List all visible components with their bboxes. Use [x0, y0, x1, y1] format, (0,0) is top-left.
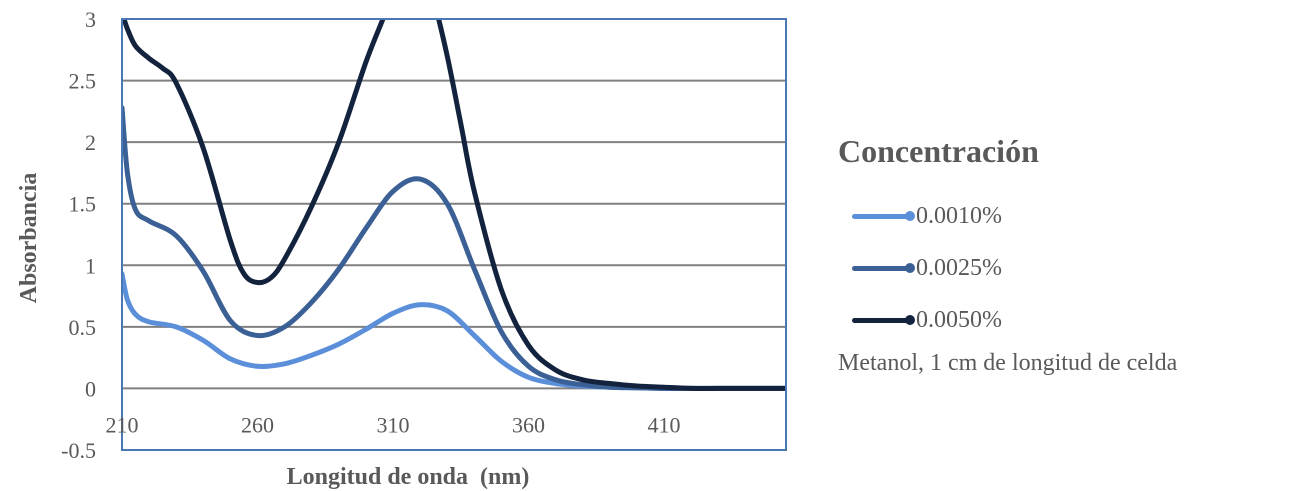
- x-tick-label: 310: [377, 412, 410, 437]
- y-tick-label: 1: [85, 253, 96, 278]
- x-tick-label: 360: [512, 412, 545, 437]
- plot-border: [121, 18, 787, 451]
- y-tick-label: 0.5: [69, 315, 97, 340]
- y-tick-label: -0.5: [61, 438, 96, 463]
- x-tick-label: 210: [106, 412, 139, 437]
- x-tick-label: 410: [648, 412, 681, 437]
- legend-item: 0.0025%: [838, 242, 1288, 294]
- legend: Concentración 0.0010% 0.0025% 0.0050% Meta…: [838, 130, 1288, 377]
- y-tick-label: 3: [85, 7, 96, 32]
- chart: -0.5 0 0.5 1 1.5 2 2.5 3 210 260 310 360 410 Absorb…: [16, 7, 787, 490]
- y-tick-label: 0: [85, 376, 96, 401]
- x-tick-label: 260: [241, 412, 274, 437]
- legend-swatch: [852, 315, 915, 325]
- legend-swatch: [852, 263, 915, 273]
- y-tick-label: 1.5: [69, 192, 97, 217]
- legend-item: 0.0010%: [838, 190, 1288, 242]
- legend-swatch: [852, 211, 915, 221]
- legend-item: 0.0050%: [838, 294, 1288, 346]
- legend-label: 0.0010%: [916, 202, 1002, 229]
- chart-annotation: Metanol, 1 cm de longitud de celda: [838, 350, 1178, 376]
- y-tick-label: 2.5: [69, 69, 97, 94]
- legend-title: Concentración: [838, 133, 1039, 169]
- y-axis-title: Absorbancia: [16, 173, 42, 304]
- legend-label: 0.0025%: [916, 254, 1002, 281]
- x-axis-title: Longitud de onda (nm): [287, 464, 530, 490]
- legend-label: 0.0050%: [916, 306, 1002, 333]
- series-line-3: [122, 19, 786, 391]
- y-tick-label: 2: [85, 130, 96, 155]
